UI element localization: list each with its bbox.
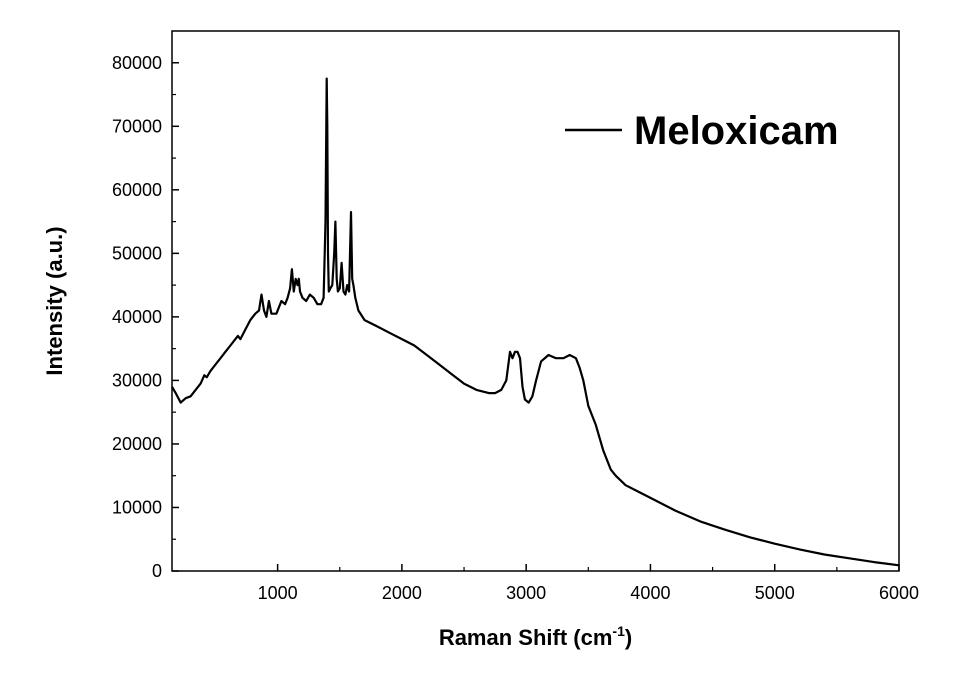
y-tick-label: 40000 bbox=[112, 307, 162, 327]
x-axis-title-suffix: ) bbox=[625, 625, 632, 650]
y-tick-label: 0 bbox=[152, 561, 162, 581]
y-tick-label: 50000 bbox=[112, 243, 162, 263]
x-axis-title-main: Raman Shift (cm bbox=[439, 625, 613, 650]
series-line-meloxicam bbox=[171, 77, 900, 567]
x-tick-label: 1000 bbox=[258, 583, 298, 603]
x-axis-ticks: 1000 2000 3000 4000 5000 6000 bbox=[258, 564, 919, 603]
y-tick-label: 20000 bbox=[112, 434, 162, 454]
y-tick-label: 80000 bbox=[112, 53, 162, 73]
y-tick-label: 10000 bbox=[112, 497, 162, 517]
x-axis-title: Raman Shift (cm-1) bbox=[439, 623, 632, 650]
x-tick-label: 5000 bbox=[755, 583, 795, 603]
legend: Meloxicam bbox=[565, 109, 839, 153]
x-tick-label: 6000 bbox=[879, 583, 919, 603]
legend-label-meloxicam: Meloxicam bbox=[634, 109, 839, 153]
y-axis-ticks: 0 10000 20000 30000 40000 50000 60000 70000 8000… bbox=[112, 53, 179, 581]
x-tick-label: 2000 bbox=[382, 583, 422, 603]
y-tick-label: 30000 bbox=[112, 370, 162, 390]
x-tick-label: 3000 bbox=[506, 583, 546, 603]
y-tick-label: 70000 bbox=[112, 116, 162, 136]
plot-area-frame bbox=[171, 30, 900, 572]
x-tick-label: 4000 bbox=[630, 583, 670, 603]
x-axis-title-superscript: -1 bbox=[612, 623, 625, 639]
y-axis-title: Intensity (a.u.) bbox=[42, 226, 67, 375]
y-tick-label: 60000 bbox=[112, 180, 162, 200]
